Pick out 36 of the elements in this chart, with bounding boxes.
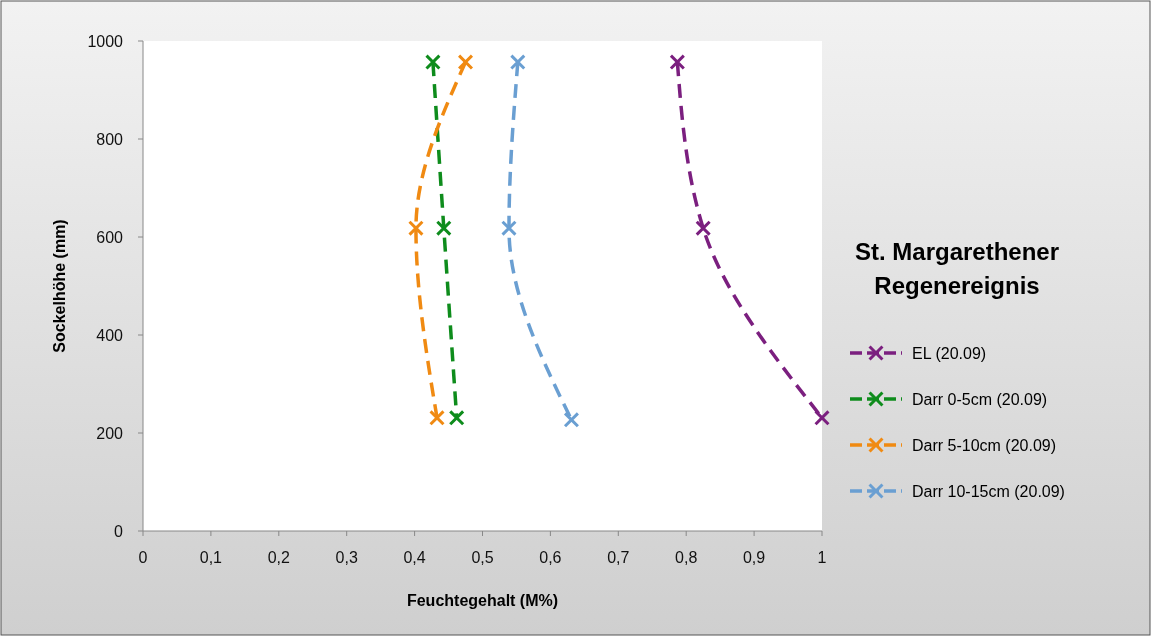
point	[424, 54, 441, 71]
point	[563, 411, 580, 428]
x-tick-label: 0	[138, 549, 148, 566]
point	[814, 409, 830, 426]
x-tick-label: 0,3	[335, 549, 358, 566]
point	[448, 409, 465, 426]
y-tick-label: 800	[96, 131, 124, 148]
legend-label: Darr 10-15cm (20.09)	[912, 483, 1065, 500]
x-tick-label: 0,7	[607, 549, 630, 566]
x-tick-label: 0,9	[742, 549, 766, 566]
x-tick-label: 0,5	[471, 549, 494, 566]
point	[408, 220, 424, 237]
point	[435, 220, 452, 237]
x-tick-label: 0,6	[539, 549, 562, 566]
x-tick-label: 0,2	[267, 549, 291, 566]
point	[457, 54, 474, 71]
point	[501, 220, 517, 237]
x-tick-label: 0,8	[675, 549, 698, 566]
point	[509, 54, 526, 71]
y-axis-title: Sockelhöhe (mm)	[51, 219, 68, 353]
y-tick-label: 0	[114, 523, 124, 540]
x-tick-label: 0,1	[199, 549, 223, 566]
y-tick-label: 1000	[87, 33, 124, 50]
text: St. Margarethener Regenereignis	[854, 238, 1060, 299]
x-tick-label: 0,4	[403, 549, 426, 566]
x-tick-label: 1	[817, 549, 827, 566]
y-tick-label: 600	[96, 229, 124, 246]
point	[429, 409, 445, 426]
legend-label: Darr 5-10cm (20.09)	[912, 437, 1057, 454]
point	[695, 220, 712, 237]
x-axis-title: Feuchtegehalt (M%)	[406, 592, 559, 609]
legend-label: EL (20.09)	[912, 345, 987, 362]
legend-label: Darr 0-5cm (20.09)	[912, 391, 1048, 408]
y-tick-label: 400	[96, 327, 124, 344]
y-tick-label: 200	[96, 425, 124, 442]
point	[669, 54, 686, 71]
